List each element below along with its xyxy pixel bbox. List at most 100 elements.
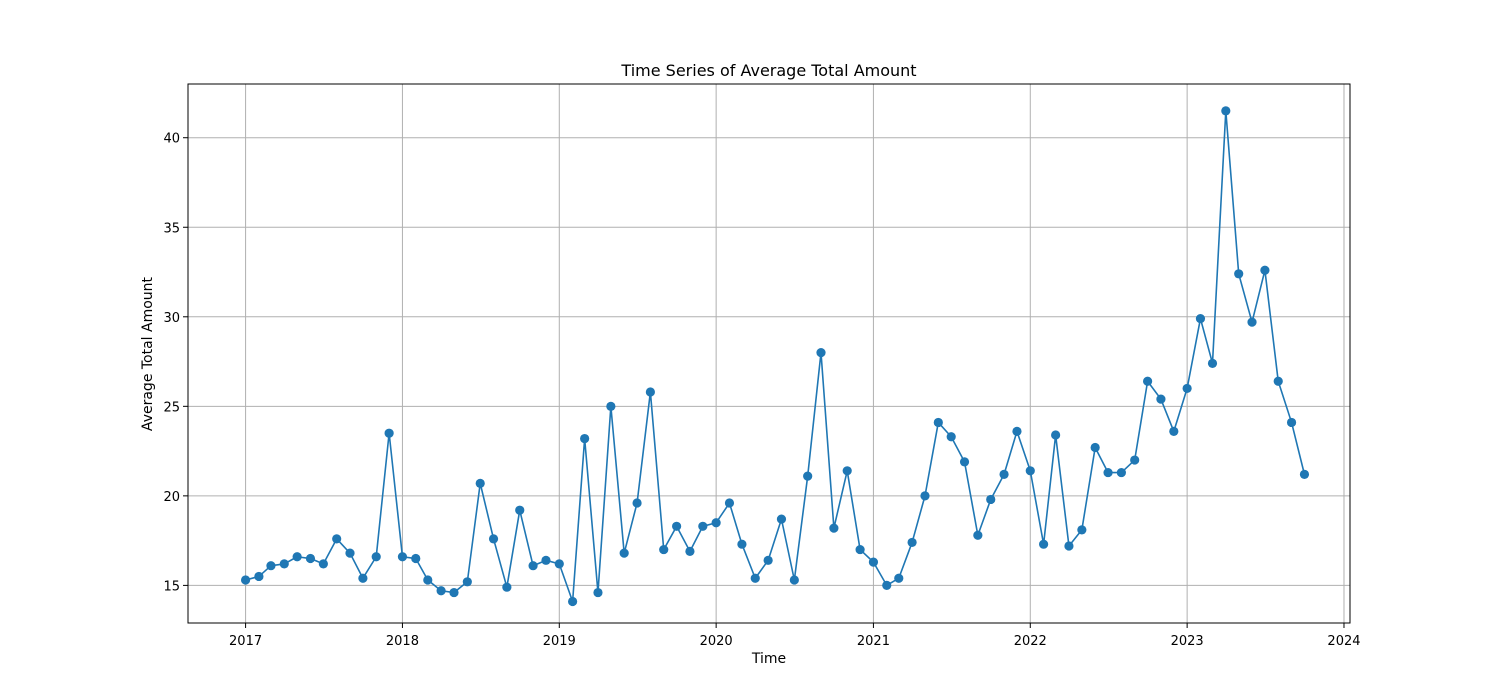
x-tick-label: 2023: [1171, 634, 1204, 649]
data-point: [711, 518, 721, 528]
data-point: [345, 548, 355, 558]
series-line: [245, 110, 1306, 603]
y-tick-label: 35: [163, 221, 180, 236]
data-point: [829, 523, 839, 533]
data-point: [462, 577, 472, 587]
data-point: [1273, 376, 1283, 386]
data-point: [1130, 455, 1140, 465]
data-point: [855, 544, 865, 555]
data-point: [488, 534, 499, 544]
plot-frame: [187, 83, 1351, 624]
data-point: [1116, 467, 1126, 478]
data-point: [776, 514, 787, 524]
data-point: [1090, 442, 1100, 453]
data-point: [1169, 426, 1179, 436]
x-tick-label: 2019: [543, 634, 576, 649]
data-point: [685, 546, 695, 556]
data-point: [436, 586, 446, 596]
data-point: [1143, 376, 1153, 386]
data-point: [882, 580, 892, 591]
data-point: [580, 433, 590, 444]
data-point: [305, 553, 316, 564]
data-point: [1039, 539, 1049, 549]
data-point: [1247, 317, 1257, 327]
chart-title: Time Series of Average Total Amount: [620, 61, 916, 80]
y-tick-label: 25: [163, 400, 180, 415]
data-point: [920, 491, 930, 501]
data-point: [1064, 541, 1074, 551]
data-point: [750, 573, 760, 583]
data-point: [632, 498, 642, 508]
data-point: [240, 575, 251, 585]
x-tick-label: 2018: [386, 634, 419, 649]
data-point: [1234, 269, 1244, 279]
data-point: [763, 555, 773, 565]
data-point: [1260, 265, 1270, 275]
data-point: [279, 559, 289, 569]
data-point: [593, 587, 603, 598]
data-point: [737, 539, 747, 549]
x-tick-label: 2022: [1014, 634, 1047, 649]
data-point: [619, 548, 629, 558]
data-point: [724, 498, 735, 508]
data-point: [1182, 383, 1192, 394]
data-point: [803, 471, 813, 481]
data-point: [1207, 358, 1218, 368]
y-axis-title: Average Total Amount: [140, 276, 156, 431]
data-point: [332, 534, 342, 544]
x-axis-title: Time: [751, 651, 786, 667]
data-point: [907, 537, 917, 548]
data-point: [384, 428, 394, 438]
grid-layer: [188, 84, 1350, 623]
data-point: [397, 552, 408, 562]
data-point: [659, 544, 669, 555]
data-point: [672, 521, 682, 531]
data-point: [894, 573, 904, 583]
data-point: [842, 466, 852, 476]
data-point: [959, 457, 970, 467]
x-tick-label: 2017: [229, 634, 262, 649]
series-layer: [240, 106, 1310, 607]
y-tick-label: 15: [163, 579, 180, 594]
data-point: [254, 571, 264, 582]
data-point: [973, 530, 983, 540]
y-tick-label: 30: [163, 311, 180, 326]
data-point: [554, 559, 564, 569]
data-point: [1103, 467, 1113, 478]
data-point: [816, 348, 826, 358]
data-point: [475, 478, 485, 488]
data-point: [1025, 466, 1035, 476]
x-axis-ticks: 2017 2018 2019 2020 2021 2022 2023 2024: [229, 623, 1361, 649]
data-point: [933, 417, 943, 428]
data-point: [645, 387, 655, 397]
data-point: [371, 552, 381, 562]
data-point: [606, 401, 616, 411]
data-point: [1221, 106, 1231, 116]
data-point: [789, 575, 799, 585]
data-point: [1156, 394, 1166, 404]
data-point: [1286, 417, 1297, 428]
data-point: [1195, 313, 1206, 324]
data-point: [1051, 430, 1061, 440]
data-point: [423, 575, 433, 585]
data-point: [541, 555, 551, 565]
data-point: [358, 573, 368, 583]
x-tick-label: 2021: [857, 634, 890, 649]
data-point: [449, 587, 459, 598]
data-point: [411, 553, 421, 564]
y-tick-label: 20: [163, 490, 180, 505]
data-point: [1077, 525, 1087, 535]
x-tick-label: 2020: [700, 634, 733, 649]
data-point: [868, 557, 879, 567]
data-point: [528, 561, 538, 571]
data-point: [986, 494, 996, 505]
data-point: [946, 432, 956, 442]
data-point: [292, 552, 302, 562]
y-axis-ticks: 15 20 25 30 35 40: [163, 132, 188, 594]
x-tick-label: 2024: [1327, 634, 1360, 649]
data-point: [266, 561, 276, 571]
data-point: [698, 521, 708, 531]
data-point: [1012, 426, 1022, 436]
